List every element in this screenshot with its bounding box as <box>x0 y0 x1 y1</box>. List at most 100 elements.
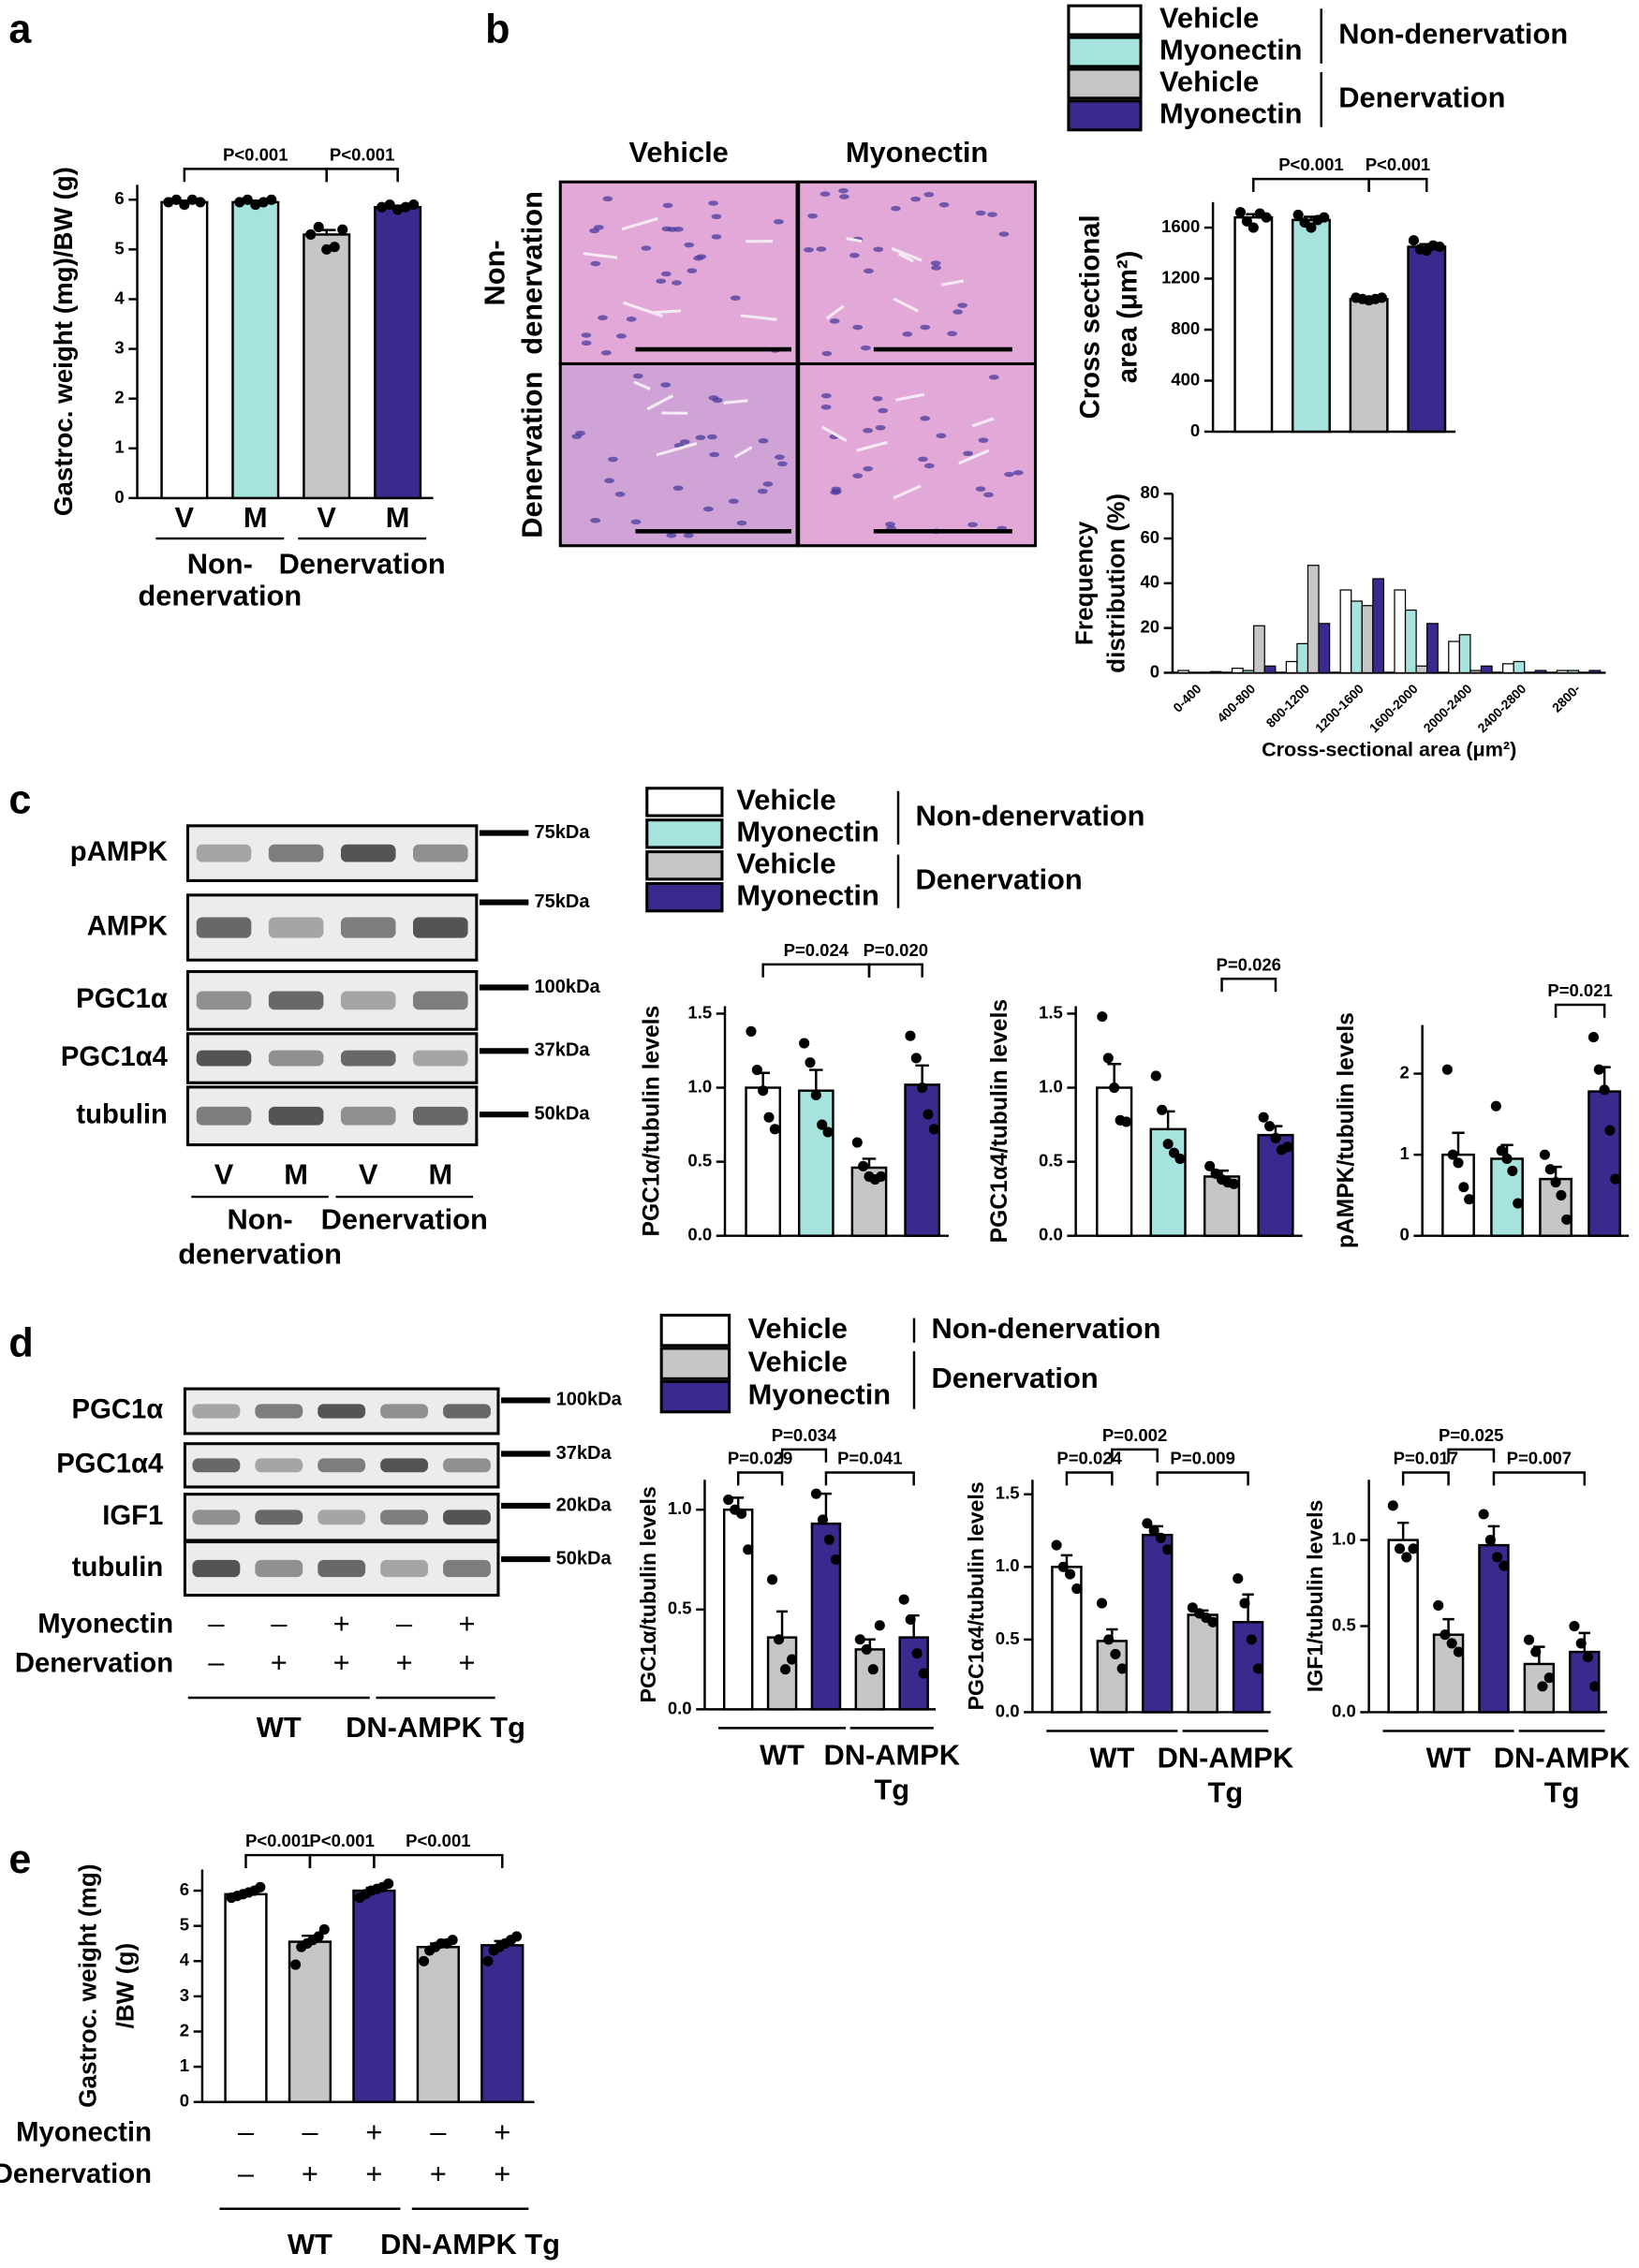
data-point <box>763 1112 775 1123</box>
y-tick-label: 0 <box>1399 1225 1409 1244</box>
p-value: P<0.001 <box>223 144 288 164</box>
y-tick-label: 1.5 <box>1039 1002 1063 1022</box>
fiber-gap <box>653 309 681 315</box>
group-label: Tg <box>1208 1775 1244 1808</box>
legend-label: Myonectin <box>1159 96 1302 129</box>
bar <box>480 1944 524 2103</box>
data-point <box>746 1025 757 1037</box>
error-bar <box>809 1068 823 1091</box>
comparison-bracket <box>867 963 923 978</box>
error-bar <box>915 1064 929 1085</box>
data-point <box>447 1935 458 1946</box>
nucleus <box>910 196 922 202</box>
data-point <box>1537 1681 1548 1692</box>
data-point <box>1492 1552 1503 1563</box>
data-point <box>810 1488 821 1499</box>
nucleus <box>902 331 913 337</box>
blot-label: pAMPK <box>70 836 168 867</box>
x-tick-label: V <box>175 501 195 534</box>
nucleus <box>923 463 935 469</box>
nucleus <box>712 397 723 404</box>
data-point <box>1507 1165 1518 1176</box>
comparison-bracket <box>1401 1471 1450 1486</box>
data-point <box>318 1923 330 1935</box>
blot-band <box>255 1404 303 1419</box>
legend-group-label: Denervation <box>916 862 1083 895</box>
p-value: P<0.001 <box>406 1831 470 1850</box>
size-label: 100kDa <box>556 1390 623 1410</box>
fiber-gap <box>740 314 777 321</box>
blot-label: PGC1α <box>76 983 168 1014</box>
data-point <box>1501 1153 1513 1164</box>
bar <box>1569 1650 1601 1714</box>
legend-swatch <box>645 881 724 913</box>
fiber-gap <box>897 252 914 263</box>
bar <box>722 1508 754 1711</box>
row-label: denervation <box>516 191 549 355</box>
blot-band <box>340 844 396 862</box>
group-label: WT <box>1089 1741 1134 1774</box>
comparison-bracket <box>1367 177 1428 193</box>
nucleus <box>820 392 832 399</box>
y-tick-label: 1.0 <box>687 1076 712 1096</box>
bar <box>1490 1157 1524 1237</box>
data-point <box>1116 1663 1128 1674</box>
comparison-bracket <box>244 1853 312 1868</box>
x-tick-label: M <box>386 501 410 534</box>
data-point <box>1401 1552 1412 1563</box>
y-axis-label: Gastroc. weight (mg) <box>74 1863 102 2107</box>
blot-band <box>255 1510 303 1525</box>
y-tick-label: 2 <box>114 388 124 407</box>
bar <box>1339 589 1352 674</box>
p-value: P=0.021 <box>1547 980 1612 1000</box>
data-point <box>1157 1104 1168 1115</box>
blot-label: tubulin <box>76 1098 168 1129</box>
nucleus <box>666 533 677 538</box>
nucleus <box>947 331 958 337</box>
x-tick-label: 800-1200 <box>1262 681 1312 730</box>
blot-label: AMPK <box>87 910 168 941</box>
data-point <box>823 1534 834 1545</box>
bar <box>1187 1613 1218 1714</box>
data-point <box>1258 1112 1269 1123</box>
blot-band <box>380 1510 429 1525</box>
nucleus <box>852 324 864 331</box>
y-tick-label: 0 <box>114 487 124 507</box>
condition-mark: – <box>238 2157 255 2189</box>
blot-band <box>443 1458 491 1473</box>
legend-label: Vehicle <box>1159 66 1259 98</box>
nucleus <box>774 218 784 225</box>
nucleus <box>878 407 889 414</box>
blot-band <box>413 917 468 938</box>
data-point <box>1096 1598 1108 1609</box>
nucleus <box>936 433 947 439</box>
blot-band <box>443 1510 491 1525</box>
data-point <box>769 1124 780 1135</box>
panel-label: e <box>8 1837 31 1882</box>
nucleus <box>774 454 785 460</box>
data-point <box>1408 235 1420 246</box>
nucleus <box>736 520 747 526</box>
p-value: P=0.026 <box>1217 954 1281 974</box>
x-tick-label: 1200-1600 <box>1312 681 1366 735</box>
blot-band <box>380 1458 429 1473</box>
data-point <box>905 1613 916 1625</box>
condition-mark: + <box>494 2157 510 2189</box>
fiber-gap <box>621 216 658 231</box>
nucleus <box>608 456 618 463</box>
data-point <box>830 1554 841 1566</box>
data-point <box>743 1544 754 1555</box>
nucleus <box>975 210 986 216</box>
blot-band <box>340 1106 396 1126</box>
histology-image <box>797 361 1038 548</box>
error-bar <box>1396 1521 1410 1540</box>
y-tick-label: 1.0 <box>1332 1528 1356 1548</box>
data-point <box>234 197 245 208</box>
nucleus <box>838 187 849 194</box>
group-label: DN-AMPK Tg <box>380 2228 560 2261</box>
size-label: 50kDa <box>535 1103 591 1124</box>
bar <box>1177 670 1189 674</box>
nucleus <box>975 486 986 492</box>
blot-strip <box>185 1032 479 1084</box>
data-point <box>1499 1560 1510 1571</box>
